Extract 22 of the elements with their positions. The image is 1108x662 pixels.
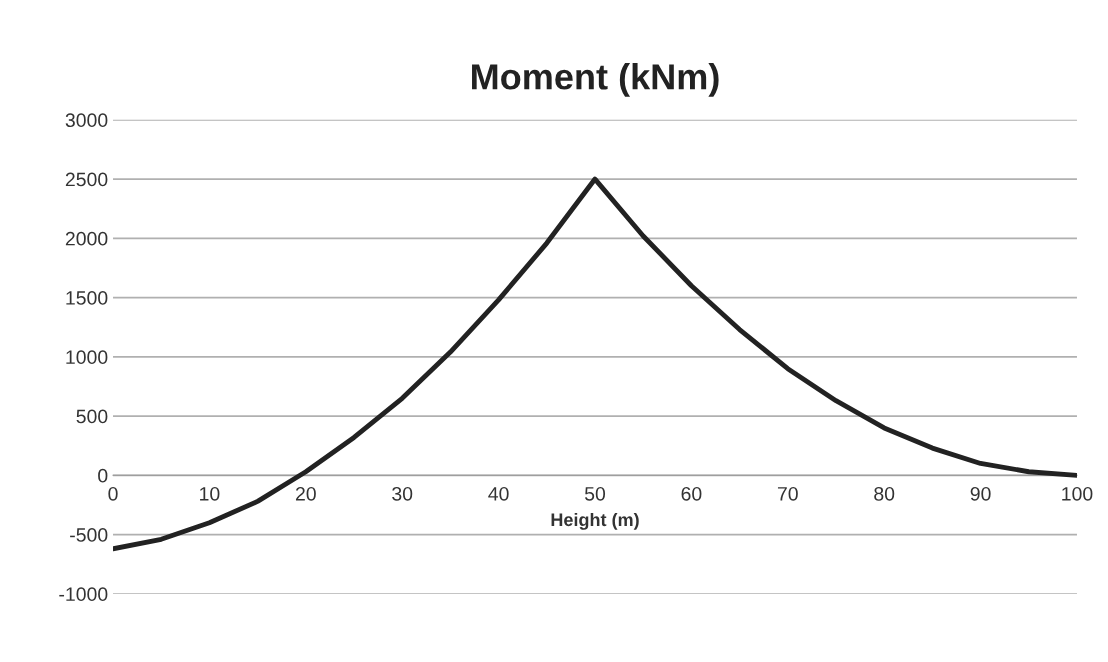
- y-tick-label: 2000: [65, 231, 108, 246]
- x-tick-label: 70: [777, 486, 798, 501]
- x-tick-label: 20: [295, 486, 316, 501]
- y-tick-label: -1000: [59, 587, 108, 602]
- y-tick-label: 2500: [65, 172, 108, 187]
- y-tick-label: 0: [98, 468, 108, 483]
- x-tick-label: 30: [392, 486, 413, 501]
- x-tick-label: 50: [584, 486, 606, 501]
- y-tick-label: 500: [76, 409, 108, 424]
- x-tick-label: 90: [970, 486, 991, 501]
- y-tick-label: 1000: [66, 350, 108, 365]
- x-axis-title: Height (m): [551, 512, 639, 530]
- x-tick-label: 100: [1062, 486, 1093, 501]
- x-tick-label: 80: [874, 486, 895, 501]
- y-tick-label: -500: [70, 528, 108, 542]
- y-tick-label: 1500: [66, 291, 108, 305]
- x-tick-label: 0: [108, 486, 118, 501]
- x-tick-label: 60: [681, 486, 702, 501]
- x-tick-label: 10: [200, 486, 220, 501]
- y-tick-label: 3000: [65, 113, 108, 128]
- chart-title: Moment (kNm): [472, 63, 719, 97]
- x-tick-label: 40: [488, 486, 509, 501]
